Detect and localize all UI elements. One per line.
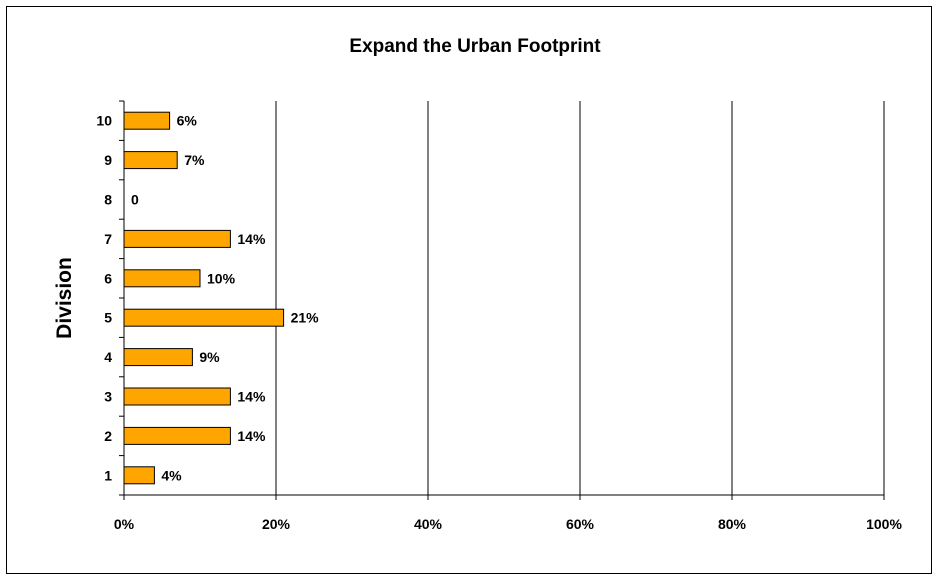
data-label-division-7: 14% [237,231,266,247]
x-tick-label-80: 80% [718,516,747,532]
bar-division-7 [123,229,231,248]
bar-division-1 [123,466,155,485]
y-tick-label-4: 4 [104,349,112,365]
data-label-division-8: 0 [131,192,139,208]
y-tick-label-3: 3 [104,389,112,405]
bar-division-9 [123,151,178,170]
data-label-division-1: 4% [161,467,182,483]
x-tick-label-100: 100% [866,516,902,532]
x-tick-label-20: 20% [262,516,291,532]
y-tick-label-6: 6 [104,270,112,286]
bar-division-4 [123,348,193,367]
data-label-division-2: 14% [237,428,266,444]
x-tick-label-0: 0% [114,516,135,532]
data-label-division-3: 14% [237,389,266,405]
y-tick-label-1: 1 [104,467,112,483]
bar-division-6 [123,269,201,288]
axes [119,100,885,500]
gridlines [275,101,885,495]
x-tick-label-40: 40% [414,516,443,532]
data-label-division-9: 7% [184,152,205,168]
y-tick-label-7: 7 [104,231,112,247]
x-tick-label-60: 60% [566,516,595,532]
y-tick-label-5: 5 [104,310,112,326]
y-tick-label-2: 2 [104,428,112,444]
bar-division-3 [123,387,231,406]
data-label-division-4: 9% [199,349,220,365]
y-tick-label-10: 10 [96,113,112,129]
y-axis-title: Division [53,257,76,339]
bar-division-10 [123,111,171,130]
labels: 0% 20% 40% 60% 80% 100%1 4%2 14%3 14%4 9%5 21%6 10%… [96,113,902,532]
bar-division-5 [123,308,285,327]
chart-frame [6,6,932,574]
bar-division-2 [123,426,231,445]
data-label-division-10: 6% [177,113,198,129]
data-label-division-5: 21% [291,310,320,326]
data-label-division-6: 10% [207,270,236,286]
y-tick-label-9: 9 [104,152,112,168]
y-tick-label-8: 8 [104,192,112,208]
bars [123,111,285,485]
chart-title: Expand the Urban Footprint [349,36,601,57]
